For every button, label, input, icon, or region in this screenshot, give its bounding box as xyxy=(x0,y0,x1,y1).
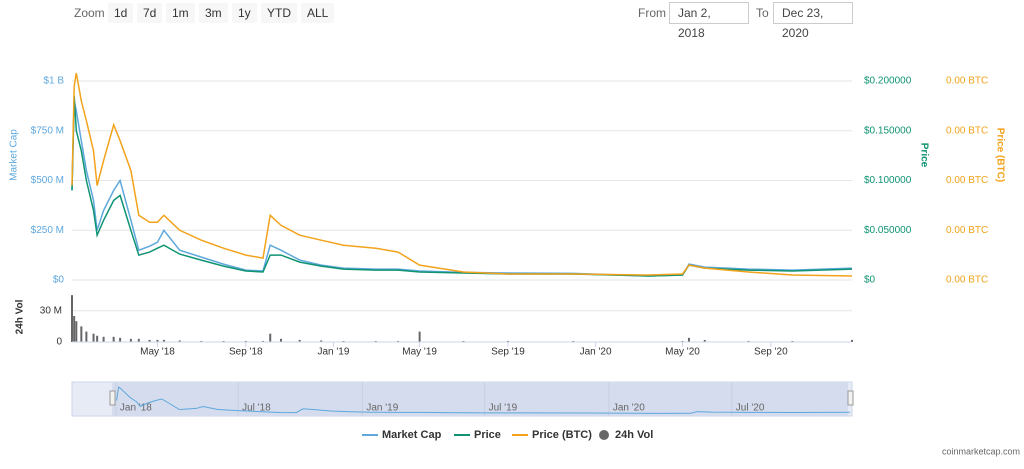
y2-axis-title: Price xyxy=(918,143,929,168)
navigator-handle[interactable] xyxy=(109,390,116,406)
volume-bar xyxy=(178,340,181,342)
volume-bar xyxy=(80,326,83,342)
y-tick-label: $0 xyxy=(53,275,65,286)
volume-bar xyxy=(222,340,225,342)
volume-bar xyxy=(102,336,105,342)
y3-tick-label: 0.00 BTC xyxy=(946,76,988,87)
vol-tick-label: 30 M xyxy=(40,305,62,316)
zoom-button[interactable]: YTD xyxy=(261,3,297,23)
x-tick-label: May '19 xyxy=(402,347,437,358)
y3-tick-label: 0.00 BTC xyxy=(946,275,988,286)
volume-bar xyxy=(156,339,159,342)
legend-label[interactable]: Price xyxy=(474,429,501,441)
y3-tick-label: 0.00 BTC xyxy=(946,175,988,186)
volume-bar xyxy=(112,336,115,342)
y-tick-label: $1 B xyxy=(43,76,64,87)
navigator-tick-label: Jan '20 xyxy=(613,403,645,414)
y2-tick-label: $0.100000 xyxy=(864,175,912,186)
volume-bar xyxy=(262,340,265,342)
to-label: To xyxy=(756,6,769,20)
vol-tick-label: 0 xyxy=(56,337,62,348)
y2-tick-label: $0.200000 xyxy=(864,76,912,87)
navigator-tick-label: Jul '19 xyxy=(489,403,518,414)
volume-bar xyxy=(747,340,750,342)
y-tick-label: $500 M xyxy=(31,175,64,186)
vol-axis-title: 24h Vol xyxy=(15,299,26,334)
volume-bar xyxy=(280,338,283,342)
navigator-handle[interactable] xyxy=(847,390,854,406)
legend-swatch xyxy=(599,430,609,440)
navigator-tick-label: Jul '20 xyxy=(736,403,765,414)
credit: coinmarketcap.com xyxy=(942,446,1020,456)
navigator-tick-label: Jan '18 xyxy=(120,403,152,414)
volume-bar xyxy=(397,340,400,342)
volume-bar xyxy=(506,340,509,342)
y-axis-title: Market Cap xyxy=(9,129,20,181)
zoom-button[interactable]: 1m xyxy=(166,3,195,23)
volume-bar xyxy=(200,340,203,342)
zoom-button[interactable]: 3m xyxy=(199,3,228,23)
volume-bar xyxy=(96,335,99,342)
volume-bar xyxy=(92,333,95,342)
x-tick-label: Sep '20 xyxy=(754,347,788,358)
volume-bar xyxy=(703,339,706,342)
y-tick-label: $750 M xyxy=(31,125,64,136)
x-tick-label: May '20 xyxy=(665,347,700,358)
volume-bar xyxy=(85,331,88,342)
volume-bar xyxy=(73,315,76,342)
x-tick-label: Sep '18 xyxy=(229,347,263,358)
from-label: From xyxy=(638,6,666,20)
y-tick-label: $250 M xyxy=(31,225,64,236)
x-tick-label: Jan '20 xyxy=(580,347,612,358)
zoom-button[interactable]: 7d xyxy=(137,3,163,23)
navigator-tick-label: Jul '18 xyxy=(242,403,271,414)
series-line xyxy=(71,100,853,277)
x-tick-label: Sep '19 xyxy=(491,347,525,358)
volume-bar xyxy=(851,339,853,342)
volume-bar xyxy=(462,340,465,342)
x-tick-label: May '18 xyxy=(140,347,175,358)
from-input[interactable]: Jan 2, 2018 xyxy=(669,2,749,40)
series-line xyxy=(71,72,853,277)
to-input[interactable]: Dec 23, 2020 xyxy=(773,2,853,40)
x-tick-label: Jan '19 xyxy=(317,347,349,358)
volume-bar xyxy=(244,340,247,342)
zoom-button[interactable]: ALL xyxy=(301,3,335,23)
legend-label[interactable]: Market Cap xyxy=(382,429,442,441)
volume-bar xyxy=(572,340,575,342)
y2-tick-label: $0 xyxy=(864,275,876,286)
volume-bar xyxy=(687,337,690,342)
volume-bar xyxy=(418,331,421,342)
y2-tick-label: $0.150000 xyxy=(864,125,912,136)
volume-bar xyxy=(148,339,151,342)
volume-bar xyxy=(298,339,301,342)
series-line xyxy=(116,386,851,414)
zoom-button[interactable]: 1d xyxy=(108,3,134,23)
legend-label[interactable]: Price (BTC) xyxy=(532,429,592,441)
volume-bar xyxy=(129,338,132,342)
y3-tick-label: 0.00 BTC xyxy=(946,225,988,236)
volume-bar xyxy=(119,337,122,342)
y3-axis-title: Price (BTC) xyxy=(994,128,1005,182)
volume-bar xyxy=(71,295,73,342)
volume-bar xyxy=(791,340,794,342)
volume-bar xyxy=(75,321,78,342)
volume-bar xyxy=(137,338,140,342)
zoom-label: Zoom xyxy=(74,6,105,20)
y3-tick-label: 0.00 BTC xyxy=(946,125,988,136)
navigator-tick-label: Jan '19 xyxy=(366,403,398,414)
legend-label[interactable]: 24h Vol xyxy=(615,429,653,441)
volume-bar xyxy=(374,340,377,342)
zoom-button[interactable]: 1y xyxy=(232,3,257,23)
volume-bar xyxy=(342,340,345,342)
volume-bar xyxy=(162,339,165,342)
volume-bar xyxy=(681,340,684,342)
y2-tick-label: $0.050000 xyxy=(864,225,912,236)
series-line xyxy=(71,95,853,277)
volume-bar xyxy=(269,333,272,342)
volume-bar xyxy=(320,340,323,342)
